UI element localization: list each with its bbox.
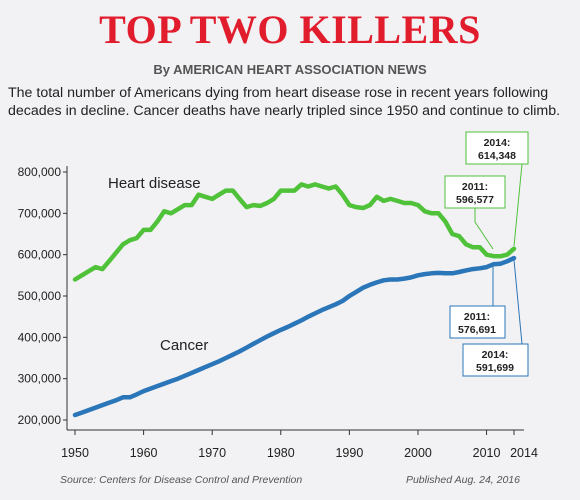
axes: 200,000 300,000 400,000 500,000 600,000 700,0… [18,165,538,460]
callout-cancer-2014-value: 591,699 [476,362,514,374]
callout-heart-2011: 2011: 596,577 [444,175,506,250]
series-label-heart: Heart disease [108,175,201,192]
y-tick-label: 200,000 [18,413,62,427]
x-tick-label: 2014 [510,446,538,460]
callout-cancer-2014-year: 2014: [482,349,509,361]
x-tick-label: 1950 [61,446,89,460]
callout-heart-2011-value: 596,577 [456,194,494,206]
cancer-line [72,255,517,418]
series-labels: Heart disease Cancer [108,175,208,354]
published-date: Published Aug. 24, 2016 [405,474,520,486]
heart-disease-line [72,182,517,282]
y-tick-label: 800,000 [18,165,62,179]
y-tick-label: 700,000 [18,206,62,220]
callout-cancer-2011-year: 2011: [464,311,490,323]
series-label-cancer: Cancer [160,337,208,354]
y-tick-label: 500,000 [18,289,62,303]
source-note: Source: Centers for Disease Control and … [60,474,303,486]
callout-cancer-2014: 2014: 591,699 [462,259,529,377]
y-tick-label: 400,000 [18,330,62,344]
callout-heart-2014: 2014: 614,348 [465,131,529,247]
byline: By AMERICAN HEART ASSOCIATION NEWS [153,62,427,77]
y-tick-label: 600,000 [18,248,62,262]
callout-cancer-2011-value: 576,691 [458,324,496,336]
x-tick-label: 1980 [267,446,295,460]
line-chart: 200,000 300,000 400,000 500,000 600,000 700,0… [18,131,538,460]
x-tick-label: 2010 [473,446,501,460]
callout-cancer-2011: 2011: 576,691 [449,265,506,339]
x-tick-label: 1960 [130,446,158,460]
y-tick-label: 300,000 [18,372,62,386]
callouts: 2011: 596,577 2014: 614,348 2011: 576,69… [444,131,529,377]
series-lines [72,182,517,418]
callout-heart-2014-year: 2014: [484,137,511,149]
description: The total number of Americans dying from… [8,85,561,119]
x-tick-label: 1990 [335,446,363,460]
x-tick-label: 2000 [404,446,432,460]
callout-heart-2014-value: 614,348 [478,150,516,162]
callout-heart-2011-year: 2011: [462,181,488,193]
x-tick-label: 1970 [198,446,226,460]
page-title: TOP TWO KILLERS [99,7,481,52]
